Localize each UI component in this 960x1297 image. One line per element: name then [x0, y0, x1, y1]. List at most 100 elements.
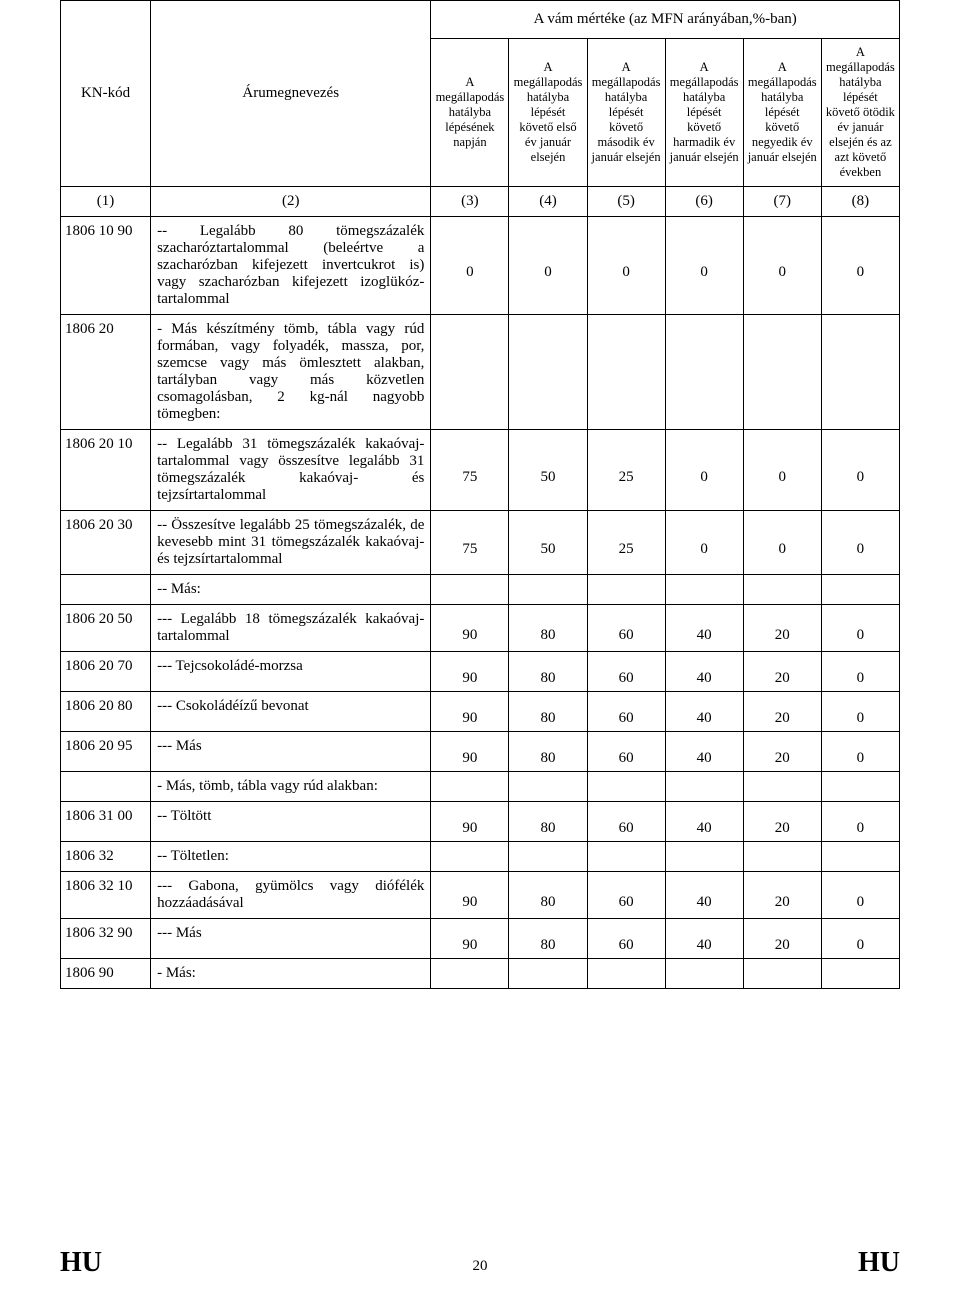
value-cell: 0: [821, 919, 899, 959]
description-cell: -- Összesítve legalább 25 tömegszázalék,…: [151, 511, 431, 575]
cn-code-cell: 1806 32 90: [61, 919, 151, 959]
cn-code-cell: 1806 10 90: [61, 217, 151, 315]
value-cell: 40: [665, 872, 743, 919]
value-cell: [431, 575, 509, 605]
value-cell: [509, 315, 587, 430]
value-cell: 0: [821, 652, 899, 692]
value-cell: [665, 959, 743, 989]
cn-code-cell: 1806 20 10: [61, 430, 151, 511]
cn-code-cell: 1806 20 80: [61, 692, 151, 732]
value-cell: 0: [821, 511, 899, 575]
page: KN-kód Árumegnevezés A vám mértéke (az M…: [0, 0, 960, 1297]
cn-code-cell: 1806 32: [61, 842, 151, 872]
header-description: Árumegnevezés: [151, 1, 431, 187]
table-row: 1806 32 90--- Más90806040200: [61, 919, 900, 959]
header-duty-rate: A vám mértéke (az MFN arányában,%-ban): [431, 1, 900, 39]
value-cell: [665, 315, 743, 430]
value-cell: [509, 772, 587, 802]
value-cell: [743, 315, 821, 430]
value-cell: 20: [743, 605, 821, 652]
value-cell: 0: [821, 692, 899, 732]
table-row: 1806 20 95--- Más90806040200: [61, 732, 900, 772]
value-cell: 60: [587, 692, 665, 732]
description-cell: -- Töltetlen:: [151, 842, 431, 872]
header-year-0: A megállapodás hatályba lépésének napján: [431, 39, 509, 187]
table-row: 1806 32 10--- Gabona, gyümölcs vagy dióf…: [61, 872, 900, 919]
value-cell: [821, 959, 899, 989]
value-cell: 40: [665, 732, 743, 772]
value-cell: 60: [587, 802, 665, 842]
description-cell: --- Más: [151, 919, 431, 959]
header-year-5: A megállapodás hatályba lépését követő ö…: [821, 39, 899, 187]
value-cell: 60: [587, 732, 665, 772]
value-cell: 90: [431, 652, 509, 692]
value-cell: 20: [743, 919, 821, 959]
value-cell: 90: [431, 605, 509, 652]
footer-page-number: 20: [473, 1258, 488, 1275]
value-cell: 0: [665, 217, 743, 315]
cn-code-cell: 1806 20 30: [61, 511, 151, 575]
table-row: 1806 20- Más készítmény tömb, tábla vagy…: [61, 315, 900, 430]
value-cell: [821, 315, 899, 430]
value-cell: [509, 959, 587, 989]
value-cell: 0: [587, 217, 665, 315]
column-index-row: (1) (2) (3) (4) (5) (6) (7) (8): [61, 187, 900, 217]
table-row: 1806 10 90-- Legalább 80 tömegszázalék s…: [61, 217, 900, 315]
value-cell: 0: [821, 872, 899, 919]
value-cell: 40: [665, 692, 743, 732]
cn-code-cell: [61, 575, 151, 605]
value-cell: 0: [821, 430, 899, 511]
value-cell: 75: [431, 430, 509, 511]
header-year-4: A megállapodás hatályba lépését követő n…: [743, 39, 821, 187]
cn-code-cell: 1806 32 10: [61, 872, 151, 919]
value-cell: [821, 772, 899, 802]
value-cell: [587, 575, 665, 605]
value-cell: 90: [431, 802, 509, 842]
value-cell: 40: [665, 605, 743, 652]
value-cell: 80: [509, 872, 587, 919]
col-index: (3): [431, 187, 509, 217]
value-cell: 25: [587, 511, 665, 575]
value-cell: 80: [509, 802, 587, 842]
value-cell: 0: [821, 217, 899, 315]
value-cell: 20: [743, 802, 821, 842]
value-cell: 80: [509, 732, 587, 772]
value-cell: [509, 575, 587, 605]
value-cell: [743, 575, 821, 605]
value-cell: 40: [665, 802, 743, 842]
table-row: 1806 20 50--- Legalább 18 tömegszázalék …: [61, 605, 900, 652]
value-cell: 0: [431, 217, 509, 315]
description-cell: --- Más: [151, 732, 431, 772]
value-cell: 90: [431, 692, 509, 732]
value-cell: 60: [587, 872, 665, 919]
header-year-1: A megállapodás hatályba lépését követő e…: [509, 39, 587, 187]
table-row: 1806 32-- Töltetlen:: [61, 842, 900, 872]
table-row: 1806 20 10-- Legalább 31 tömegszázalék k…: [61, 430, 900, 511]
value-cell: [821, 575, 899, 605]
cn-code-cell: 1806 20 95: [61, 732, 151, 772]
table-row: -- Más:: [61, 575, 900, 605]
value-cell: 25: [587, 430, 665, 511]
value-cell: 0: [509, 217, 587, 315]
tariff-table: KN-kód Árumegnevezés A vám mértéke (az M…: [60, 0, 900, 989]
value-cell: [431, 959, 509, 989]
col-index: (5): [587, 187, 665, 217]
value-cell: 80: [509, 652, 587, 692]
header-cn-code: KN-kód: [61, 1, 151, 187]
table-row: 1806 20 70--- Tejcsokoládé-morzsa9080604…: [61, 652, 900, 692]
value-cell: 20: [743, 732, 821, 772]
description-cell: - Más, tömb, tábla vagy rúd alakban:: [151, 772, 431, 802]
value-cell: 0: [821, 802, 899, 842]
col-index: (8): [821, 187, 899, 217]
value-cell: 0: [821, 605, 899, 652]
value-cell: [509, 842, 587, 872]
description-cell: -- Legalább 80 tömegszázalék szacharózta…: [151, 217, 431, 315]
cn-code-cell: 1806 20: [61, 315, 151, 430]
description-cell: - Más készítmény tömb, tábla vagy rúd fo…: [151, 315, 431, 430]
description-cell: --- Csokoládéízű bevonat: [151, 692, 431, 732]
value-cell: [743, 772, 821, 802]
table-row: 1806 20 30-- Összesítve legalább 25 töme…: [61, 511, 900, 575]
col-index: (1): [61, 187, 151, 217]
table-row: 1806 20 80--- Csokoládéízű bevonat908060…: [61, 692, 900, 732]
table-head: KN-kód Árumegnevezés A vám mértéke (az M…: [61, 1, 900, 217]
